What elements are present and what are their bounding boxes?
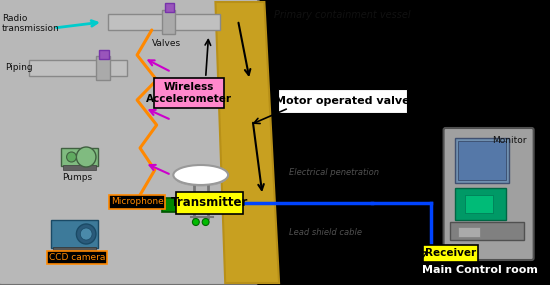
Text: Primary containment vessel: Primary containment vessel [274, 10, 411, 20]
Ellipse shape [173, 165, 228, 185]
Bar [162, 10, 175, 34]
Text: Transmitter: Transmitter [171, 196, 248, 209]
Circle shape [80, 228, 92, 240]
Text: Microphone: Microphone [111, 198, 163, 207]
FancyBboxPatch shape [423, 245, 478, 262]
Text: Monitor: Monitor [493, 136, 527, 145]
Bar [51, 220, 98, 248]
Text: Wireless
Accelerometer: Wireless Accelerometer [146, 82, 232, 104]
Text: Motor operated valve: Motor operated valve [276, 96, 410, 106]
Text: Pumps: Pumps [62, 173, 92, 182]
Circle shape [202, 219, 209, 225]
Ellipse shape [175, 170, 226, 186]
Bar [108, 14, 221, 30]
Bar [458, 227, 480, 237]
Bar [465, 195, 493, 213]
FancyBboxPatch shape [444, 128, 534, 260]
Text: Piping: Piping [5, 63, 32, 72]
Text: CCD camera: CCD camera [49, 253, 106, 262]
Bar [96, 56, 109, 80]
Polygon shape [216, 2, 279, 283]
FancyBboxPatch shape [278, 89, 408, 113]
Bar [53, 247, 96, 252]
Text: Lead shield cable: Lead shield cable [289, 228, 362, 237]
Circle shape [67, 152, 76, 162]
Bar [455, 138, 509, 183]
Bar [29, 60, 127, 76]
Circle shape [76, 147, 96, 167]
Bar [60, 148, 98, 166]
FancyBboxPatch shape [154, 78, 224, 108]
Bar [149, 195, 163, 205]
Text: Radio
transmission: Radio transmission [2, 14, 60, 33]
Text: Main Control room: Main Control room [422, 265, 538, 275]
Bar [455, 188, 506, 220]
Circle shape [76, 224, 96, 244]
Text: Valves: Valves [152, 39, 181, 48]
Bar [162, 198, 177, 212]
Text: Electrical penetration: Electrical penetration [289, 168, 379, 177]
FancyBboxPatch shape [176, 192, 243, 214]
FancyBboxPatch shape [0, 0, 260, 285]
Bar [99, 50, 109, 59]
Bar [63, 165, 96, 170]
Bar [450, 222, 524, 240]
Bar [458, 141, 506, 180]
Bar [164, 3, 174, 12]
Text: Receiver: Receiver [425, 249, 476, 258]
Circle shape [192, 219, 199, 225]
